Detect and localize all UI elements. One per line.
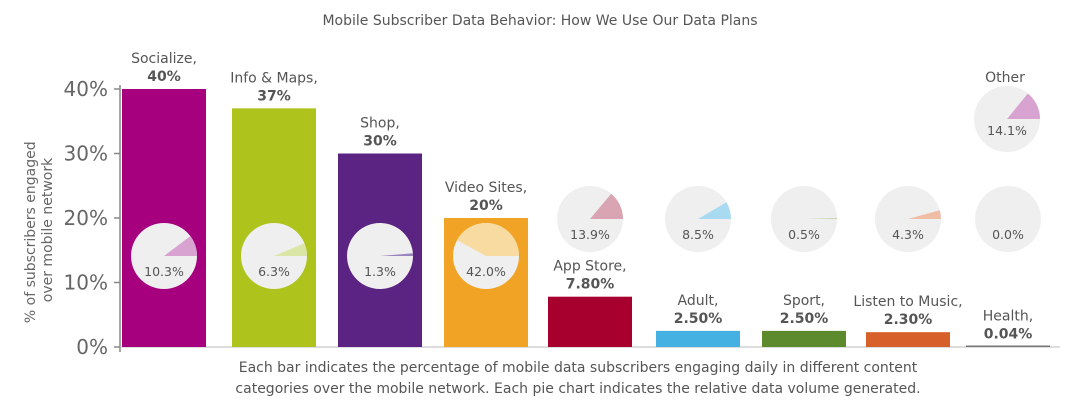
value-label: 0.04% bbox=[984, 327, 1033, 343]
pie-slice bbox=[164, 236, 197, 256]
pie-slice bbox=[908, 210, 941, 219]
y-tick-label: 0% bbox=[76, 335, 108, 359]
bar bbox=[762, 330, 846, 347]
category-label: Listen to Music, bbox=[853, 294, 962, 310]
bar bbox=[656, 330, 740, 347]
pie-slice bbox=[274, 243, 307, 256]
pie-base bbox=[975, 186, 1041, 252]
caption-line-2: categories over the mobile network. Each… bbox=[235, 381, 920, 397]
category-label: Info & Maps, bbox=[230, 70, 318, 86]
y-axis-label: % of subscribers engaged over mobile net… bbox=[23, 137, 56, 323]
pie-slice bbox=[457, 222, 519, 256]
bar bbox=[122, 89, 206, 347]
pie-label: 42.0% bbox=[466, 264, 506, 279]
value-label: 2.50% bbox=[780, 311, 829, 327]
bar bbox=[866, 332, 950, 347]
y-axis-label-line-2: over mobile network bbox=[40, 157, 56, 302]
value-label: 2.30% bbox=[884, 312, 933, 328]
bar bbox=[966, 345, 1050, 347]
pie-slice bbox=[804, 217, 837, 219]
bar-labels: Socialize, 40% Info & Maps, 37% Shop, 30% Vide… bbox=[131, 51, 1033, 343]
pie-slice bbox=[698, 202, 731, 219]
y-tick-label: 40% bbox=[64, 77, 108, 101]
pie-slice bbox=[1007, 93, 1040, 119]
value-label: 30% bbox=[363, 134, 397, 150]
y-tick-label: 30% bbox=[64, 142, 108, 166]
pie-label: 4.3% bbox=[892, 227, 924, 242]
y-tick-label: 20% bbox=[64, 206, 108, 230]
caption-line-1: Each bar indicates the percentage of mob… bbox=[239, 360, 918, 376]
pie-slice bbox=[590, 193, 623, 219]
bar bbox=[548, 296, 632, 347]
category-label: Sport, bbox=[783, 293, 825, 309]
pie-slice bbox=[380, 253, 413, 256]
pie-label: 14.1% bbox=[987, 123, 1027, 138]
value-label: 20% bbox=[469, 198, 503, 214]
category-label: Shop, bbox=[360, 116, 400, 132]
chart-title: Mobile Subscriber Data Behavior: How We … bbox=[322, 13, 757, 29]
pie-label: 13.9% bbox=[570, 227, 610, 242]
pies: 10.3% 6.3% 1.3% 42.0% 13.9% 8.5% 0.5% 4.3% 0.0% 1… bbox=[131, 70, 1041, 289]
y-axis-label-line-1: % of subscribers engaged bbox=[23, 141, 39, 323]
pie-label: 0.5% bbox=[788, 227, 820, 242]
category-label: Video Sites, bbox=[445, 180, 527, 196]
pie-label: 1.3% bbox=[364, 264, 396, 279]
value-label: 7.80% bbox=[566, 277, 615, 293]
category-label: Socialize, bbox=[131, 51, 197, 67]
pie-label: 10.3% bbox=[144, 264, 184, 279]
other-label: Other bbox=[985, 70, 1025, 86]
value-label: 40% bbox=[147, 69, 181, 85]
pie-label: 0.0% bbox=[992, 227, 1024, 242]
category-label: Health, bbox=[983, 309, 1033, 325]
value-label: 2.50% bbox=[674, 311, 723, 327]
pie-label: 6.3% bbox=[258, 264, 290, 279]
pie-label: 8.5% bbox=[682, 227, 714, 242]
category-label: Adult, bbox=[678, 293, 719, 309]
category-label: App Store, bbox=[553, 259, 626, 275]
y-tick-label: 10% bbox=[64, 271, 108, 295]
value-label: 37% bbox=[257, 88, 291, 104]
